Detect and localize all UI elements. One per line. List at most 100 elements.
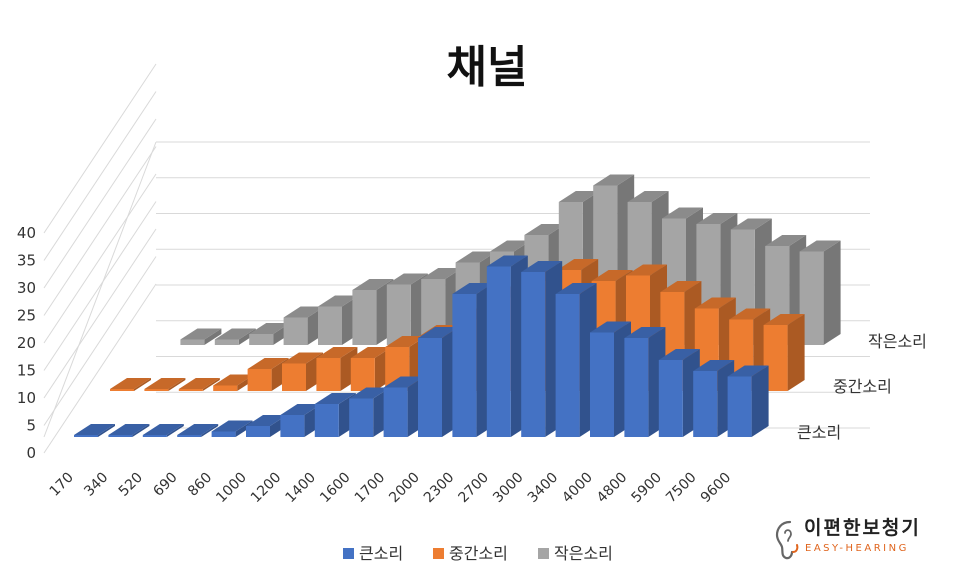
bar-top	[144, 378, 186, 389]
bar-front	[727, 376, 752, 437]
bar	[177, 424, 219, 437]
bar-front	[590, 332, 614, 437]
bar-front	[110, 389, 134, 391]
x-tick-label: 9600	[698, 470, 735, 507]
bar	[144, 378, 186, 391]
bar-top	[318, 295, 359, 307]
y-axis-ticks: 0 5 10 15 20 25 30 35 40	[17, 224, 36, 462]
bar-top	[729, 308, 771, 320]
bar-top	[593, 174, 635, 186]
bar-top	[213, 374, 255, 386]
bar-front	[383, 387, 408, 437]
bars	[74, 174, 841, 437]
bar-top	[383, 376, 425, 388]
x-tick-label: 1200	[248, 470, 285, 507]
gridline-diagonal	[43, 201, 157, 371]
bar-front	[247, 369, 272, 391]
bar-side	[202, 378, 220, 391]
bar	[763, 314, 805, 391]
bar-front	[693, 371, 718, 437]
bar-top	[352, 279, 394, 290]
y-tick-label: 20	[17, 334, 36, 352]
bar-front	[213, 385, 238, 391]
logo: 이편한보청기 EASY-HEARING	[775, 517, 919, 560]
y-tick-label: 5	[26, 417, 36, 435]
bar-top	[490, 240, 531, 252]
bar-side	[132, 424, 150, 437]
bar-top	[421, 268, 463, 279]
bar-front	[249, 334, 274, 345]
bar-top	[696, 213, 738, 224]
bar-front	[74, 435, 98, 437]
bar-front	[314, 404, 339, 437]
bar-front	[214, 339, 239, 345]
bar-top	[247, 358, 289, 369]
y-tick-label: 10	[17, 389, 36, 407]
bar-top	[555, 283, 597, 294]
bar-front	[280, 415, 305, 437]
bar	[178, 378, 220, 391]
x-tick-label: 7500	[663, 470, 700, 507]
x-tick-label: 2000	[386, 470, 423, 507]
bar-side	[201, 424, 219, 437]
bar-front	[521, 272, 546, 437]
bar-top	[178, 378, 220, 389]
x-tick-label: 1000	[213, 470, 250, 507]
bar-front	[144, 389, 169, 391]
gridline-diagonal	[43, 63, 157, 234]
gridline-diagonal	[43, 91, 157, 261]
gridline-diagonal	[43, 146, 157, 316]
legend-swatch	[538, 548, 549, 559]
bar-top	[74, 424, 115, 435]
gridline-diagonal	[43, 256, 157, 426]
bar-side	[823, 240, 841, 345]
bar-top	[316, 347, 358, 358]
logo-subtitle: EASY-HEARING	[805, 543, 909, 554]
y-tick-label: 35	[17, 252, 36, 270]
x-tick-label: 690	[150, 470, 180, 500]
bar	[180, 328, 222, 345]
bar-top	[799, 240, 841, 252]
x-tick-label: 1600	[317, 470, 354, 507]
bar-top	[521, 261, 563, 272]
bar-top	[249, 323, 291, 334]
ear-icon	[775, 520, 799, 560]
bar-front	[316, 358, 341, 391]
bar-side	[168, 378, 186, 391]
bar-top	[110, 378, 151, 389]
gridline-diagonal	[43, 118, 157, 289]
legend-swatch	[343, 548, 354, 559]
y-tick-label: 40	[17, 224, 36, 242]
bar-top	[524, 224, 566, 235]
bar-top	[452, 283, 494, 294]
bar-top	[763, 314, 805, 325]
x-tick-label: 3400	[525, 470, 562, 507]
bar-top	[590, 321, 631, 333]
bar-side	[98, 424, 115, 437]
legend: 큰소리 중간소리 작은소리	[343, 544, 613, 563]
gridline-diagonal	[43, 283, 157, 454]
depth-label: 중간소리	[833, 377, 892, 396]
bar	[110, 378, 151, 391]
bar-top	[486, 255, 528, 267]
bar	[799, 240, 841, 345]
bar-top	[283, 306, 325, 318]
axis-edge	[43, 141, 157, 438]
bar-front	[283, 317, 308, 345]
bar-top	[211, 420, 253, 432]
bar-top	[658, 349, 700, 360]
y-tick-label: 0	[26, 444, 36, 462]
bar-top	[246, 415, 287, 426]
bar-top	[108, 424, 150, 435]
bar-front	[658, 360, 683, 437]
bar-front	[624, 338, 649, 437]
bar-side	[787, 314, 805, 391]
bar	[142, 424, 184, 437]
x-tick-label: 1700	[352, 470, 389, 507]
bar	[727, 365, 769, 437]
bar-top	[455, 251, 497, 263]
legend-label: 큰소리	[359, 544, 403, 563]
x-tick-label: 5900	[629, 470, 666, 507]
bar-top	[693, 360, 735, 371]
bar-side	[166, 424, 184, 437]
